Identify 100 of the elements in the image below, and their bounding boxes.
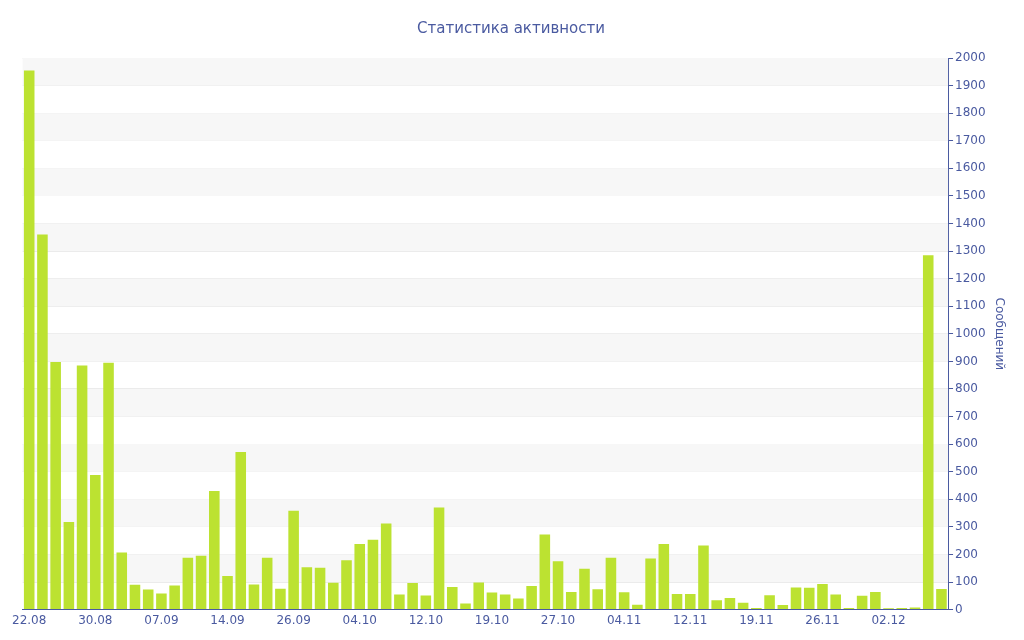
bar	[129, 584, 141, 610]
bar	[341, 560, 352, 610]
x-tick-label: 07.09	[144, 612, 179, 627]
bar	[803, 587, 815, 610]
bar	[830, 594, 841, 610]
bar	[407, 583, 418, 610]
bar	[671, 593, 683, 610]
bar	[301, 567, 313, 610]
bar	[275, 588, 286, 610]
bar	[50, 361, 61, 610]
x-tick-label: 22.08	[12, 612, 47, 627]
bar	[182, 557, 194, 610]
bar	[526, 585, 537, 610]
bar	[328, 582, 339, 610]
y-axis-title: Сообщений	[992, 297, 1007, 371]
y-tick-label: 900	[955, 353, 978, 368]
y-tick-label: 1900	[955, 77, 986, 92]
y-tick-label: 1300	[955, 243, 986, 258]
bar	[539, 534, 551, 610]
y-tick-label: 400	[955, 491, 978, 506]
y-tick-label: 100	[955, 574, 978, 589]
y-tick-label: 800	[955, 381, 978, 396]
bar	[473, 582, 485, 610]
y-tick-label: 1100	[955, 298, 986, 313]
x-tick-label: 14.09	[210, 612, 245, 627]
bar	[90, 475, 101, 610]
bar	[248, 584, 260, 610]
y-tick-label: 1700	[955, 132, 986, 147]
bar	[499, 594, 511, 610]
x-tick-label: 30.08	[78, 612, 113, 627]
bar	[23, 70, 35, 610]
y-tick-label: 0	[955, 601, 963, 616]
bar	[420, 595, 432, 610]
bar	[380, 523, 392, 610]
bar	[856, 595, 868, 610]
bar	[460, 603, 471, 610]
y-tick-label: 1600	[955, 160, 986, 175]
bar	[711, 600, 722, 610]
bar	[870, 591, 881, 610]
x-tick-label: 02.12	[871, 612, 906, 627]
y-tick-label: 600	[955, 436, 978, 451]
bar	[446, 586, 458, 610]
y-tick-label: 1400	[955, 215, 986, 230]
bar	[922, 255, 934, 610]
bar	[367, 539, 379, 610]
y-tick-label: 1800	[955, 105, 986, 120]
bar	[565, 591, 577, 610]
bar	[433, 507, 445, 610]
bar	[936, 588, 947, 610]
bar	[209, 491, 220, 610]
bar	[790, 587, 802, 610]
y-tick-label: 2000	[955, 50, 986, 65]
bar	[156, 593, 167, 610]
bar	[394, 594, 405, 610]
bar	[103, 362, 114, 610]
bar	[698, 545, 709, 610]
x-tick-label: 26.09	[276, 612, 311, 627]
y-tick-label: 1200	[955, 270, 986, 285]
x-tick-label: 19.10	[474, 612, 510, 627]
x-tick-label: 19.11	[739, 612, 774, 627]
bar	[552, 561, 564, 610]
x-tick-label: 27.10	[540, 612, 576, 627]
x-tick-label: 12.10	[408, 612, 444, 627]
bar	[354, 543, 366, 610]
x-tick-label: 26.11	[805, 612, 840, 627]
bar	[817, 583, 828, 610]
bar	[605, 557, 617, 610]
bar	[486, 592, 498, 610]
bar	[63, 521, 75, 610]
bar	[76, 365, 88, 610]
bar	[764, 595, 775, 610]
x-tick-label: 04.11	[606, 612, 642, 627]
bar	[235, 452, 247, 610]
bar	[314, 567, 326, 610]
y-tick-label: 700	[955, 408, 978, 423]
y-tick-label: 1000	[955, 325, 986, 340]
chart-title: Статистика активности	[417, 18, 605, 37]
bar	[513, 598, 524, 610]
y-tick-label: 1500	[955, 188, 986, 203]
bar	[684, 593, 696, 610]
bar	[645, 558, 656, 610]
x-tick-label: 04.10	[342, 612, 377, 627]
bar	[142, 589, 154, 610]
bar	[169, 585, 180, 610]
bar	[579, 568, 590, 610]
bar	[618, 592, 630, 610]
bar	[261, 557, 273, 610]
bar	[116, 552, 128, 610]
bar	[658, 543, 670, 610]
x-tick-label: 12.11	[673, 612, 708, 627]
bar	[777, 604, 789, 610]
bar	[632, 604, 643, 610]
bar	[288, 510, 299, 610]
y-tick-label: 300	[955, 518, 978, 533]
bar	[222, 575, 233, 610]
y-tick-label: 500	[955, 463, 978, 478]
y-tick-label: 200	[955, 546, 978, 561]
bar	[195, 555, 207, 610]
bar	[37, 234, 48, 610]
bar	[592, 589, 603, 610]
